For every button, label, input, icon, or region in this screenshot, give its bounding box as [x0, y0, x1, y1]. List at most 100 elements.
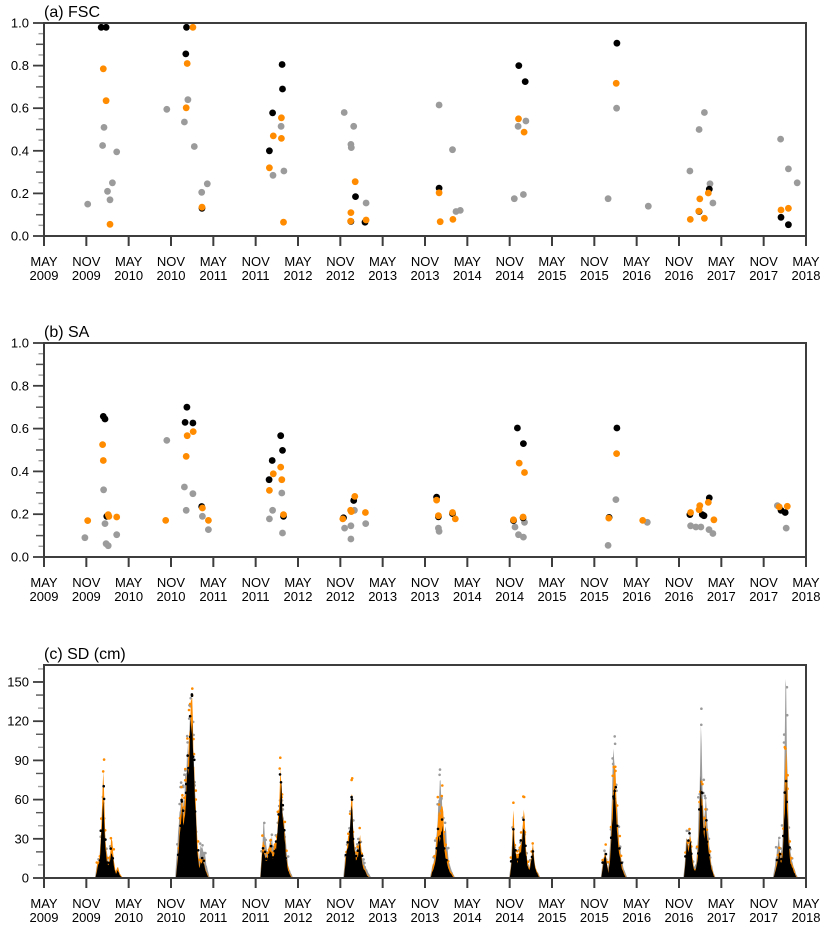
x-tick-year: 2017	[749, 589, 778, 604]
data-point	[783, 502, 791, 510]
sd-dot	[509, 860, 513, 863]
sd-dot	[278, 773, 282, 776]
sd-dot	[102, 797, 106, 801]
sd-dot	[701, 782, 704, 786]
data-point	[709, 530, 717, 537]
sd-dot	[176, 843, 179, 846]
x-tick-year: 2017	[749, 268, 778, 283]
panel-a-title: (a) FSC	[44, 4, 100, 21]
x-tick-year: 2015	[538, 589, 567, 604]
x-tick-month: MAY	[792, 254, 820, 269]
sd-dot	[281, 803, 285, 807]
y-tick-label: 0.4	[11, 464, 29, 479]
data-point	[278, 114, 285, 122]
sd-dot	[188, 714, 192, 718]
data-point	[84, 200, 92, 208]
sd-dot	[788, 846, 791, 849]
sd-dot	[604, 843, 607, 846]
x-tick-month: MAY	[708, 575, 736, 590]
x-tick-year: 2011	[242, 910, 270, 925]
sd-dot	[350, 778, 353, 782]
x-tick-month: NOV	[496, 896, 525, 911]
sd-series-gray	[94, 679, 799, 878]
sd-dot	[179, 824, 182, 827]
sd-dot	[438, 773, 441, 777]
sd-dot	[433, 839, 437, 842]
sd-winter-shape	[343, 805, 370, 878]
data-point	[449, 216, 457, 223]
data-point	[604, 195, 612, 203]
sd-dot	[285, 849, 288, 852]
sd-dot	[356, 843, 359, 846]
x-tick-month: NOV	[496, 254, 525, 269]
x-tick-month: MAY	[30, 575, 58, 590]
data-point	[105, 512, 113, 520]
panel-b: (b) SA 0.00.20.40.60.81.0MAY2009NOV2009M…	[11, 324, 820, 604]
data-point	[686, 216, 694, 223]
sd-dot	[697, 852, 700, 855]
data-point	[435, 189, 443, 197]
sd-dot	[695, 845, 699, 848]
sd-dot	[614, 765, 617, 769]
x-tick-year: 2017	[707, 268, 736, 283]
sd-dot	[522, 818, 525, 822]
panel-c-title: (c) SD (cm)	[44, 646, 126, 663]
data-point	[104, 187, 111, 195]
sd-dot	[697, 796, 700, 799]
sd-dot	[350, 798, 354, 801]
data-point	[686, 167, 694, 175]
data-point	[520, 440, 527, 447]
x-tick-year: 2014	[495, 589, 524, 604]
data-point	[612, 496, 620, 503]
x-tick-month: NOV	[72, 254, 101, 269]
sd-dot	[111, 857, 115, 860]
sd-dot	[277, 813, 280, 816]
sd-dot	[698, 808, 701, 811]
data-point	[182, 453, 190, 460]
sd-dot	[705, 840, 709, 844]
sd-dot	[358, 826, 362, 830]
data-point	[97, 23, 105, 31]
series-orange	[84, 428, 791, 524]
data-point	[104, 542, 112, 550]
data-point	[266, 487, 273, 494]
data-point	[451, 515, 459, 523]
x-tick-month: MAY	[623, 575, 651, 590]
sd-dot	[778, 846, 781, 850]
sd-dot	[615, 824, 619, 828]
sd-dot	[198, 842, 202, 845]
sd-winter-shape	[175, 717, 209, 878]
y-tick-label: 0.8	[11, 378, 29, 393]
sd-dot	[267, 853, 271, 857]
x-tick-year: 2012	[326, 589, 355, 604]
sd-dot	[350, 795, 353, 799]
sd-dot	[95, 861, 99, 864]
data-point	[189, 490, 197, 498]
x-tick-month: MAY	[792, 896, 820, 911]
data-point	[435, 101, 443, 109]
x-tick-month: MAY	[115, 254, 143, 269]
x-tick-month: MAY	[369, 254, 397, 269]
data-point	[352, 193, 359, 201]
sd-dot	[178, 816, 182, 820]
data-point	[184, 96, 192, 104]
sd-dot	[186, 741, 189, 744]
sd-dot	[780, 824, 784, 827]
sd-dot	[785, 685, 789, 689]
x-tick-month: MAY	[708, 896, 736, 911]
x-tick-year: 2017	[707, 910, 736, 925]
data-point	[279, 529, 286, 537]
data-point	[696, 195, 704, 203]
panel-c: (c) SD (cm) 0306090120150MAY2009NOV2009M…	[7, 646, 820, 925]
data-point	[785, 165, 792, 173]
sd-dot	[786, 773, 789, 777]
data-point	[775, 503, 783, 511]
x-tick-month: MAY	[200, 254, 228, 269]
sd-dot	[183, 773, 186, 776]
sd-dot	[176, 853, 180, 857]
x-tick-year: 2010	[157, 910, 186, 925]
data-point	[279, 447, 286, 454]
sd-dot	[181, 793, 184, 797]
sd-dot	[183, 796, 186, 800]
data-point	[205, 526, 212, 533]
